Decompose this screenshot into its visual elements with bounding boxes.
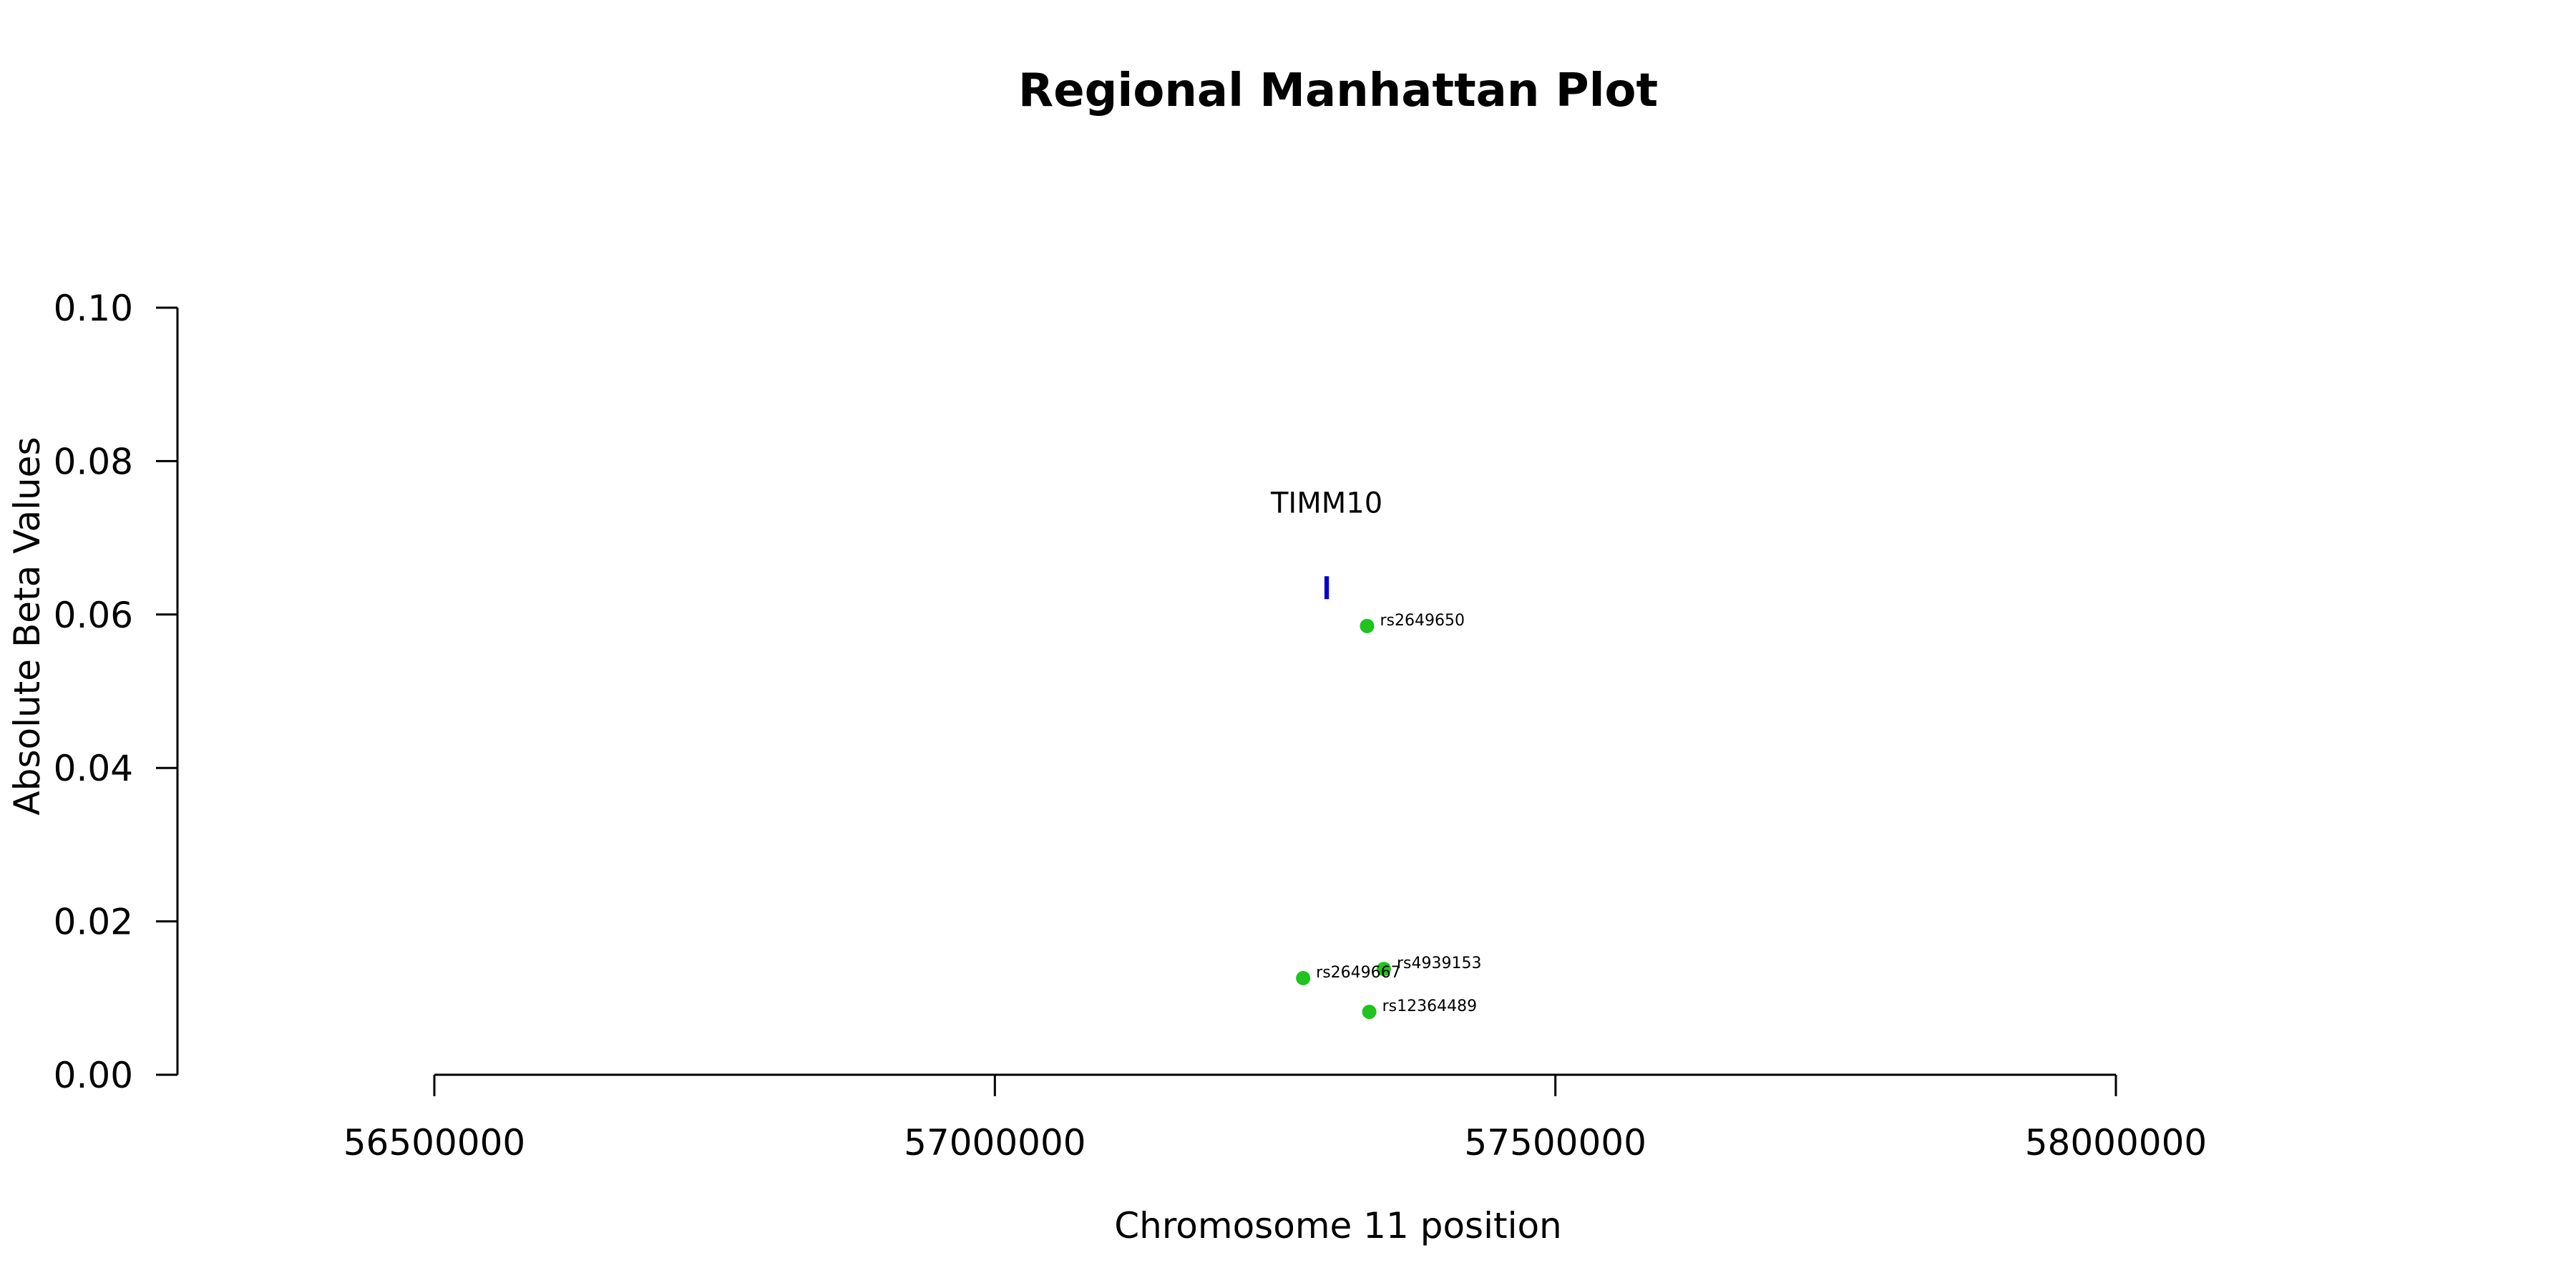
- y-tick-label: 0.02: [54, 902, 133, 943]
- y-tick-label: 0.04: [54, 748, 133, 789]
- x-axis-label: Chromosome 11 position: [1114, 1205, 1562, 1246]
- x-tick-label: 58000000: [2025, 1122, 2207, 1163]
- x-tick-label: 57000000: [904, 1122, 1086, 1163]
- y-tick-label: 0.08: [54, 441, 133, 482]
- gene-bar: [1324, 576, 1330, 600]
- genes-layer: TIMM10: [1270, 487, 1382, 600]
- snp-label: rs4939153: [1397, 955, 1482, 972]
- chart-title: Regional Manhattan Plot: [1018, 64, 1658, 117]
- snp-label: rs12364489: [1382, 997, 1477, 1015]
- snp-point: [1296, 970, 1311, 985]
- x-tick-label: 57500000: [1464, 1122, 1646, 1163]
- snp-label: rs2649667: [1316, 964, 1401, 982]
- gene-label: TIMM10: [1270, 487, 1382, 519]
- snp-point: [1376, 962, 1391, 977]
- snp-point: [1360, 618, 1375, 633]
- x-tick-label: 56500000: [343, 1122, 526, 1163]
- snp-point: [1362, 1005, 1377, 1020]
- axes: 0.00 0.02 0.04 0.06 0.08 0.10 56500000 57000000…: [54, 288, 2207, 1163]
- y-tick-label: 0.06: [54, 595, 133, 636]
- snp-label: rs2649650: [1380, 612, 1465, 630]
- y-axis-label: Absolute Beta Values: [6, 437, 48, 816]
- y-tick-label: 0.00: [54, 1055, 133, 1096]
- y-tick-label: 0.10: [54, 288, 133, 329]
